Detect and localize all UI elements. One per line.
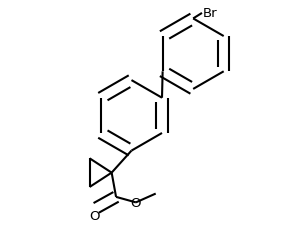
Text: O: O [131,196,141,209]
Text: Br: Br [203,7,218,20]
Text: O: O [89,209,99,222]
